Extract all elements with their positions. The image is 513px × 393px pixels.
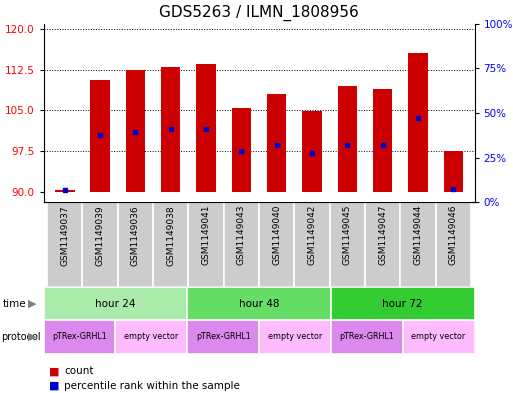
Bar [294,202,330,287]
Bar [436,202,471,287]
Text: GSM1149045: GSM1149045 [343,205,352,265]
Bar [331,320,403,354]
Bar [187,320,259,354]
Text: ▶: ▶ [28,299,37,309]
Title: GDS5263 / ILMN_1808956: GDS5263 / ILMN_1808956 [159,5,359,21]
Text: GSM1149038: GSM1149038 [166,205,175,266]
Text: ■: ■ [49,381,59,391]
Text: hour 48: hour 48 [239,299,279,309]
Text: empty vector: empty vector [411,332,466,342]
Text: count: count [64,366,94,376]
Text: protocol: protocol [1,332,41,342]
Text: GSM1149042: GSM1149042 [308,205,317,265]
Text: empty vector: empty vector [124,332,179,342]
Text: time: time [3,299,26,309]
Bar [188,202,224,287]
Bar [83,202,118,287]
Bar [373,88,392,191]
Text: GSM1149040: GSM1149040 [272,205,281,265]
Bar [259,202,294,287]
Bar [115,320,187,354]
Text: ■: ■ [49,366,59,376]
Bar [302,111,322,191]
Bar [403,320,475,354]
Text: GSM1149047: GSM1149047 [378,205,387,265]
Text: GSM1149046: GSM1149046 [449,205,458,265]
Text: GSM1149037: GSM1149037 [61,205,69,266]
Text: hour 24: hour 24 [95,299,135,309]
Bar [259,320,331,354]
Text: pTRex-GRHL1: pTRex-GRHL1 [196,332,250,342]
Text: pTRex-GRHL1: pTRex-GRHL1 [52,332,107,342]
Bar [44,287,187,320]
Bar [400,202,436,287]
Bar [44,320,115,354]
Bar [232,108,251,191]
Text: empty vector: empty vector [268,332,322,342]
Text: GSM1149044: GSM1149044 [413,205,423,265]
Bar [338,86,357,191]
Text: GSM1149041: GSM1149041 [202,205,210,265]
Bar [126,70,145,191]
Bar [47,202,83,287]
Bar [161,67,181,191]
Bar [444,151,463,191]
Bar [187,287,331,320]
Bar [365,202,400,287]
Text: pTRex-GRHL1: pTRex-GRHL1 [340,332,394,342]
Text: GSM1149036: GSM1149036 [131,205,140,266]
Bar [153,202,188,287]
Text: GSM1149043: GSM1149043 [237,205,246,265]
Bar [408,53,428,191]
Bar [224,202,259,287]
Bar [330,202,365,287]
Text: percentile rank within the sample: percentile rank within the sample [64,381,240,391]
Bar [331,287,475,320]
Text: ▶: ▶ [28,332,37,342]
Bar [267,94,286,191]
Text: hour 72: hour 72 [383,299,423,309]
Bar [118,202,153,287]
Bar [90,81,110,191]
Text: GSM1149039: GSM1149039 [95,205,105,266]
Bar [196,64,216,191]
